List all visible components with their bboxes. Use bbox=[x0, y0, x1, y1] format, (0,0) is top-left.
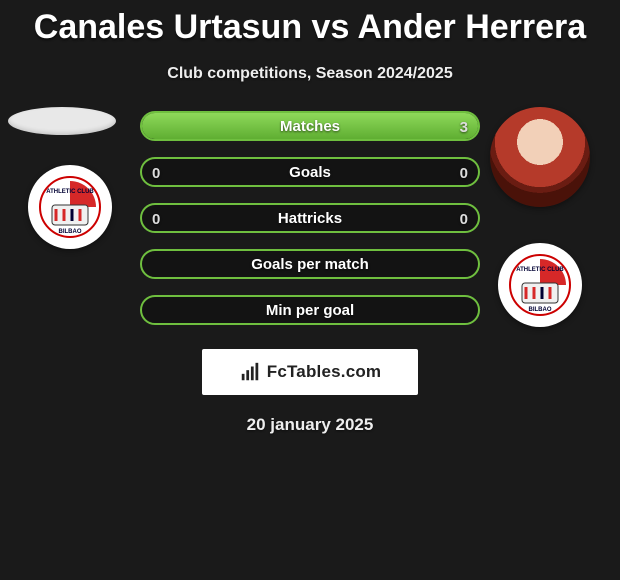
stat-value-left: 0 bbox=[152, 159, 160, 187]
stat-value-right: 0 bbox=[460, 159, 468, 187]
stat-value-right: 0 bbox=[460, 205, 468, 233]
club-crest-icon: ATHLETIC CLUB BILBAO bbox=[508, 253, 572, 317]
stat-label: Min per goal bbox=[266, 302, 354, 319]
brand-box: FcTables.com bbox=[202, 349, 418, 395]
stat-value-left: 0 bbox=[152, 205, 160, 233]
page-subtitle: Club competitions, Season 2024/2025 bbox=[0, 65, 620, 83]
stat-row: Goals per match bbox=[140, 249, 480, 279]
date-label: 20 january 2025 bbox=[0, 415, 620, 435]
player-right-avatar bbox=[490, 107, 590, 207]
stat-label: Hattricks bbox=[278, 210, 342, 227]
stat-row: 0 Hattricks 0 bbox=[140, 203, 480, 233]
svg-text:ATHLETIC CLUB: ATHLETIC CLUB bbox=[46, 189, 94, 195]
bar-chart-icon bbox=[239, 361, 261, 383]
stat-label: Matches bbox=[280, 118, 340, 135]
svg-text:ATHLETIC CLUB: ATHLETIC CLUB bbox=[516, 267, 564, 273]
player-left-avatar bbox=[8, 107, 116, 135]
club-crest-icon: ATHLETIC CLUB BILBAO bbox=[38, 175, 102, 239]
stats-area: ATHLETIC CLUB BILBAO ATHLETIC CLUB BILBA… bbox=[0, 111, 620, 341]
stat-label: Goals per match bbox=[251, 256, 369, 273]
stat-row: Matches 3 bbox=[140, 111, 480, 141]
brand-text: FcTables.com bbox=[267, 362, 382, 382]
player-left-crest: ATHLETIC CLUB BILBAO bbox=[28, 165, 112, 249]
svg-text:BILBAO: BILBAO bbox=[59, 229, 82, 235]
svg-text:BILBAO: BILBAO bbox=[529, 307, 552, 313]
stat-bars: Matches 3 0 Goals 0 0 Hattricks 0 Goals … bbox=[140, 111, 480, 341]
stat-row: Min per goal bbox=[140, 295, 480, 325]
stat-value-right: 3 bbox=[460, 113, 468, 141]
stat-row: 0 Goals 0 bbox=[140, 157, 480, 187]
page-title: Canales Urtasun vs Ander Herrera bbox=[0, 0, 620, 47]
stat-label: Goals bbox=[289, 164, 331, 181]
player-right-crest: ATHLETIC CLUB BILBAO bbox=[498, 243, 582, 327]
